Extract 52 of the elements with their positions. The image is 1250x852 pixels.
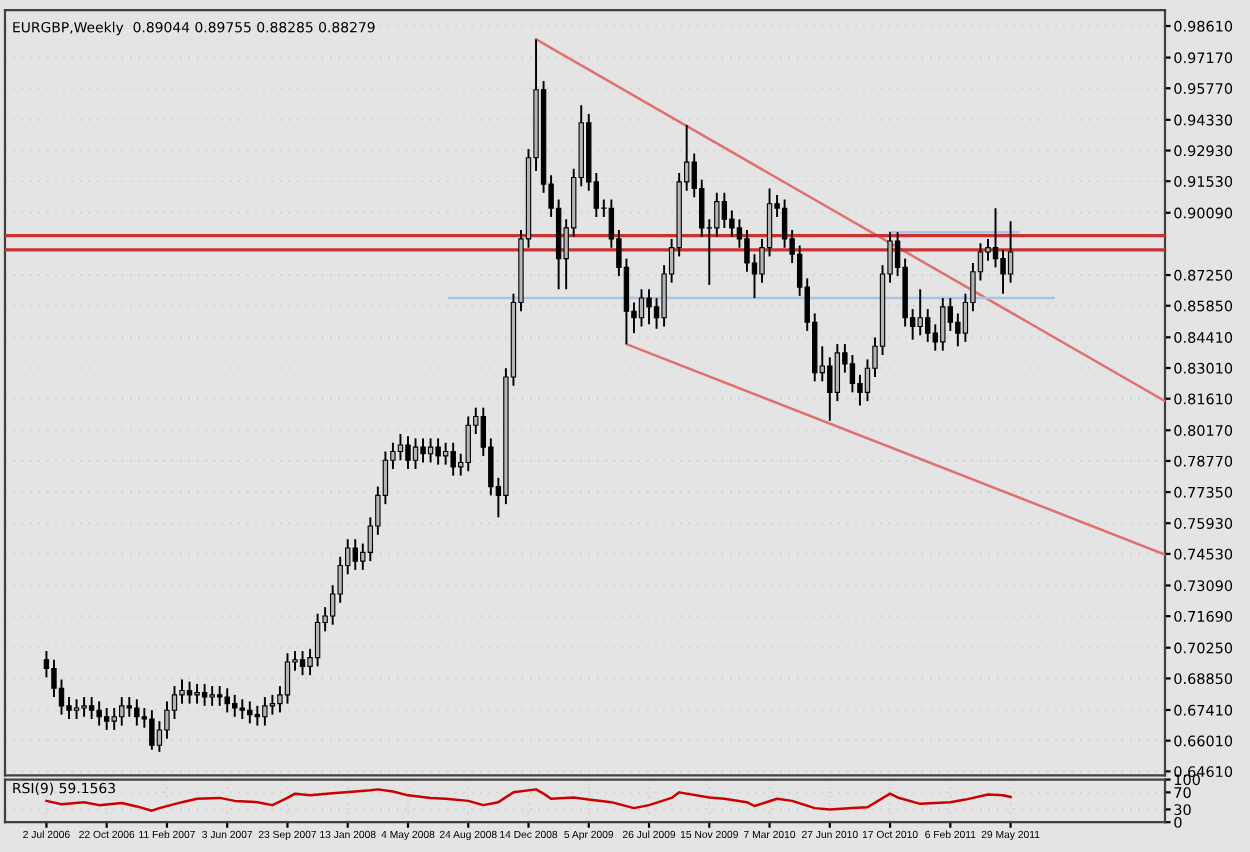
candlestick [299,650,306,677]
candlestick [164,700,170,740]
candlestick [412,437,419,471]
candlestick [216,685,223,707]
candlestick [646,288,652,326]
candlestick [51,658,57,699]
candlestick [103,707,110,731]
candlestick [111,707,117,731]
candlestick [849,354,856,394]
candlestick [224,687,230,714]
candlestick [149,709,155,751]
candlestick [239,698,245,720]
candlestick [134,698,140,727]
candlestick [96,700,102,727]
candlestick [442,441,449,466]
candlestick [88,696,95,720]
candlestick [126,696,132,718]
candlestick [81,696,87,718]
candlestick [201,682,208,707]
candlestick [247,700,253,725]
candlestick [827,356,833,422]
candlestick [314,612,321,668]
candlestick [73,698,80,720]
candlestick [232,693,238,718]
candlestick [925,308,931,343]
candlestick [186,680,193,705]
candlestick [179,678,185,705]
candlestick [405,435,411,471]
candlestick [721,191,728,229]
candlestick [714,191,720,238]
candlestick [435,437,441,466]
candlestick [744,229,750,273]
candlestick [940,297,946,352]
candlestick [450,441,456,477]
candlestick [420,437,426,464]
candlestick [209,685,215,707]
candlestick [397,433,404,462]
candlestick [66,696,72,720]
candlestick [284,652,291,705]
candlestick [427,437,434,464]
candlestick [262,696,268,727]
candlestick [1000,248,1006,295]
candlestick [119,696,125,727]
candlestick [917,288,923,337]
candlestick [352,538,358,571]
candlestick [194,682,200,705]
candlestick [465,415,471,473]
candlestick [992,207,999,269]
candlestick [781,198,788,249]
candlestick [834,343,841,403]
candlestick [1007,220,1014,284]
candlestick [638,288,645,328]
